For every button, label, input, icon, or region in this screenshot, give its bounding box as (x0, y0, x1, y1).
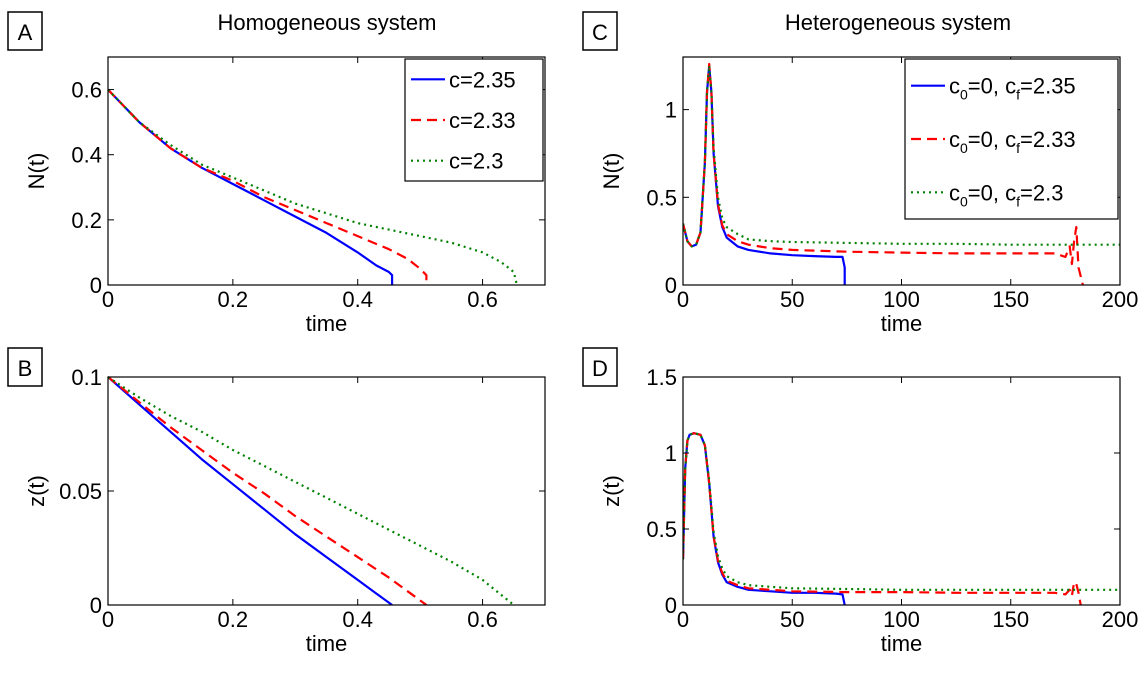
panel-c-legend-label-1-part: =0, c (968, 74, 1016, 99)
panel-d-xtick-label: 50 (780, 607, 804, 632)
title-homogeneous: Homogeneous system (218, 10, 437, 35)
panel-b-xtick-label: 0.2 (218, 607, 249, 632)
panel-c-legend-label-2: c0=0, cf=2.33 (949, 127, 1076, 156)
panel-c-legend-label-3-part: c (949, 180, 960, 205)
panel-c-legend-label-3-part: =2.3 (1020, 180, 1063, 205)
panel-c-xtick-label: 200 (1102, 287, 1139, 312)
panel-c-series-2-line (683, 62, 1084, 285)
panel-a-series-2-line (108, 88, 428, 285)
panel-c-ytick-label: 1 (665, 98, 677, 123)
panel-c-legend-label-2-part: c (949, 127, 960, 152)
title-heterogeneous: Heterogeneous system (785, 10, 1011, 35)
panel-c-legend-label-1: c0=0, cf=2.35 (949, 74, 1076, 103)
panel-a-ytick-label: 0.2 (71, 208, 102, 233)
panel-a-ytick-label: 0.6 (71, 78, 102, 103)
panel-c-legend-label-1-part: 0 (960, 87, 968, 103)
panel-b-letter: B (18, 356, 33, 381)
panel-a-ytick-label: 0 (90, 273, 102, 298)
panel-d-axes-box (682, 376, 1121, 606)
panel-d-xlabel: time (881, 631, 923, 656)
panel-a-letter: A (18, 20, 33, 45)
panel-c-xtick-label: 150 (992, 287, 1029, 312)
panel-b-ytick-label: 0.05 (59, 479, 102, 504)
panel-c-legend-label-3: c0=0, cf=2.3 (949, 180, 1063, 209)
panel-c-legend-label-3-part: =0, c (968, 180, 1016, 205)
panel-a-legend-label-1: c=2.35 (449, 67, 516, 92)
panel-c-ytick-label: 0.5 (646, 185, 677, 210)
panel-c-xlabel: time (881, 311, 923, 336)
panel-b-xtick-label: 0.4 (342, 607, 373, 632)
panel-a-legend-label-2: c=2.33 (449, 108, 516, 133)
panel-c-legend-label-2-part: f (1016, 140, 1020, 156)
panel-b-xlabel: time (306, 631, 348, 656)
panel-b-ylabel: z(t) (24, 475, 49, 507)
panel-d-xtick-label: 0 (677, 607, 689, 632)
panel-a-letter-box (7, 11, 43, 51)
panel-d-xtick-label: 150 (992, 607, 1029, 632)
panel-c-xtick-label: 50 (780, 287, 804, 312)
panel-c-letter-box (582, 11, 618, 51)
panel-d-letter: D (592, 356, 608, 381)
panel-a-axes-box (107, 56, 546, 286)
panel-a-ytick-label: 0.4 (71, 143, 102, 168)
panel-a-xlabel: time (306, 311, 348, 336)
panel-a-legend: c=2.35 c=2.33 c=2.3 (404, 58, 544, 182)
panel-b-ytick-label: 0 (90, 593, 102, 618)
panel-c-xtick-label: 100 (883, 287, 920, 312)
panel-a-xtick-label: 0 (102, 287, 114, 312)
panel-b-ytick-label: 0.1 (71, 365, 102, 390)
panel-c-letter: C (592, 20, 608, 45)
panel-b-series-1-line (108, 376, 393, 605)
panel-b-letter-box (7, 347, 43, 387)
panel-d-ytick-label: 0.5 (646, 517, 677, 542)
panel-d-ytick-label: 0 (665, 593, 677, 618)
panel-a-xtick-label: 0.6 (467, 287, 498, 312)
panel-c-legend-label-1-part: c (949, 74, 960, 99)
panel-a-xtick-label: 0.4 (342, 287, 373, 312)
panel-b-xtick-label: 0.6 (467, 607, 498, 632)
panel-a: A0 0.2 0.4 0.600.20.40.6timeN(t)c=2.35c=2.3… (7, 11, 546, 336)
panel-d-series-2-line (683, 432, 1082, 605)
panel-d-xtick-label: 100 (883, 607, 920, 632)
panel-c-legend-label-1-part: f (1016, 87, 1020, 103)
panel-b-series-2-line (108, 376, 428, 605)
panel-c-legend-label-2-part: 0 (960, 140, 968, 156)
panel-a-series-1-line (108, 88, 394, 285)
panel-c-ylabel: N(t) (599, 153, 624, 190)
panel-c-legend-label-2-part: =0, c (968, 127, 1016, 152)
panel-c-xtick-label: 0 (677, 287, 689, 312)
panel-b-axes-box (107, 376, 546, 606)
panel-d-ytick-label: 1 (665, 441, 677, 466)
panel-d-letter-box (582, 347, 618, 387)
panel-c-ytick-label: 0 (665, 273, 677, 298)
panel-b-series-3-line (108, 376, 515, 605)
panel-d-xtick-label: 200 (1102, 607, 1139, 632)
panel-b-xtick-label: 0 (102, 607, 114, 632)
panel-a-legend-label-3: c=2.3 (449, 149, 503, 174)
panel-d: D 0 50 100 150 200 0 0.5 1 1.5 time z(t) (582, 347, 1139, 656)
panel-a-xtick-label: 0.2 (218, 287, 249, 312)
panel-a-series-3-line (108, 88, 518, 285)
panel-c-legend-label-2-part: =2.33 (1020, 127, 1076, 152)
panel-d-ylabel: z(t) (599, 475, 624, 507)
panel-d-ytick-label: 1.5 (646, 365, 677, 390)
panel-c-legend-label-1-part: =2.35 (1020, 74, 1076, 99)
panel-d-series-3-line (683, 432, 1120, 591)
panel-b: B 0 0.2 0.4 0.6 0 0.05 0.1 time z(t) (7, 347, 546, 656)
panel-c-legend-label-3-part: f (1016, 193, 1020, 209)
panel-c-legend-label-3-part: 0 (960, 193, 968, 209)
panel-a-ylabel: N(t) (24, 153, 49, 190)
